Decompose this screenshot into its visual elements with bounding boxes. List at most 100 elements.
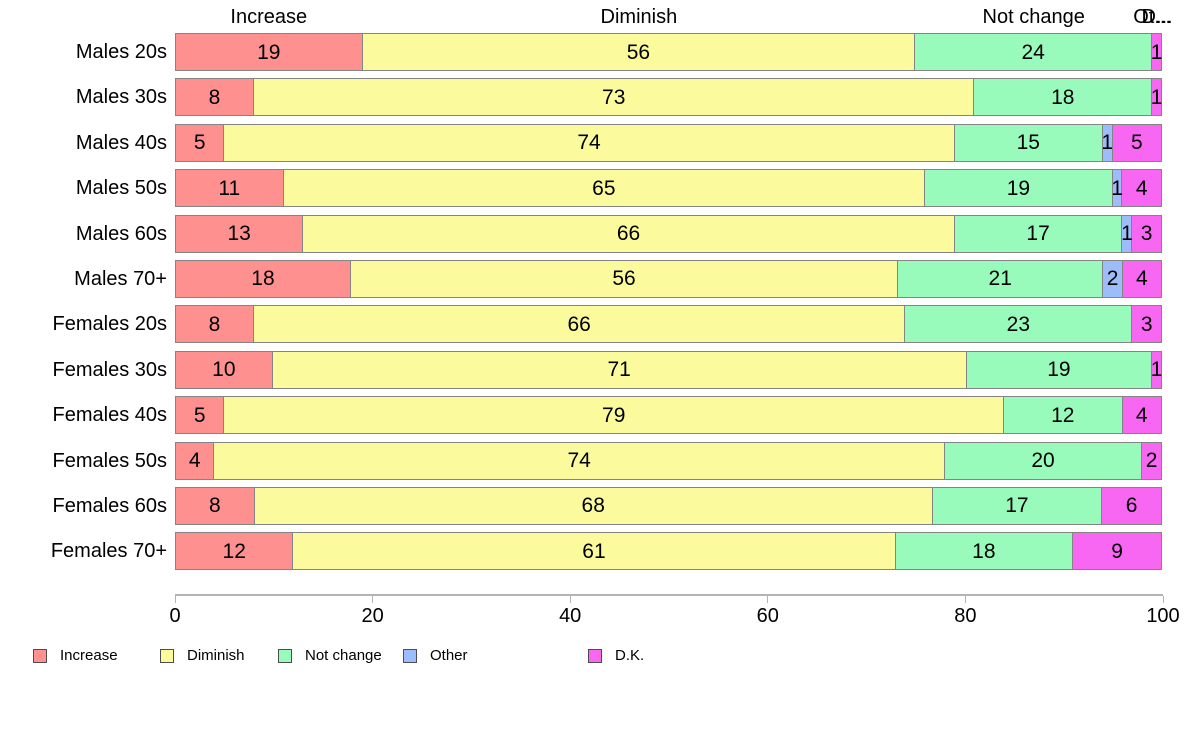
x-axis-tick (174, 596, 176, 603)
legend-item-other: Other (403, 647, 468, 664)
segment-value: 11 (218, 176, 241, 200)
legend-swatch-not-change-icon (278, 648, 292, 663)
segment-value: 19 (257, 40, 281, 64)
segment-d-k: 6 (1102, 486, 1162, 525)
segment-increase: 4 (175, 441, 215, 480)
legend-item-increase: Increase (33, 647, 118, 664)
category-label: Females 70+ (50, 540, 167, 563)
x-axis-tick-label: 80 (954, 605, 977, 627)
segment-value: 66 (616, 222, 641, 246)
segment-value: 17 (1005, 494, 1029, 518)
segment-diminish: 61 (293, 532, 896, 571)
segment-value: 18 (1051, 85, 1075, 109)
segment-other: 1 (1101, 123, 1113, 162)
category-label: Females 30s (52, 358, 168, 381)
segment-value: 21 (988, 267, 1012, 291)
chart-row: Females 70+ 12 61 18 9 (0, 532, 1188, 571)
segment-value: 12 (222, 539, 246, 563)
segment-other: 2 (1103, 259, 1123, 298)
segment-value: 56 (612, 267, 636, 291)
category-label: Females 50s (52, 449, 168, 472)
category-label: Females 20s (52, 313, 168, 336)
segment-not-change: 19 (966, 350, 1153, 389)
segment-value: 20 (1031, 449, 1055, 473)
segment-value: 65 (592, 176, 616, 200)
segment-increase: 11 (175, 169, 284, 208)
legend-item-not-change: Not change (278, 647, 382, 664)
category-label: Males 50s (75, 177, 167, 200)
segment-not-change: 23 (905, 305, 1133, 344)
segment-value: 24 (1021, 40, 1045, 64)
segment-value: 17 (1026, 222, 1050, 246)
segment-value: 74 (567, 449, 591, 473)
category-label: Females 40s (52, 404, 168, 427)
segment-diminish: 74 (214, 441, 945, 480)
legend-swatch-d-k-icon (588, 648, 602, 663)
segment-value: 74 (577, 131, 601, 155)
column-header-increase: Increase (230, 6, 308, 28)
chart-row: Males 20s 19 56 24 1 (0, 33, 1188, 71)
segment-value: 2 (1106, 267, 1119, 291)
bar-rows: Males 20s 19 56 24 1 Males 30s 8 73 18 1 Males 40s… (0, 33, 1188, 578)
segment-diminish: 65 (283, 169, 926, 208)
stacked-bar: 18 56 21 2 4 (175, 259, 1162, 298)
segment-value: 5 (193, 131, 206, 155)
segment-value: 19 (1047, 358, 1071, 382)
x-axis-tick-label: 0 (169, 605, 181, 627)
chart-row: Males 40s 5 74 15 1 5 (0, 123, 1188, 162)
segment-increase: 5 (175, 123, 225, 162)
x-axis-tick (372, 596, 374, 603)
segment-value: 8 (209, 494, 221, 518)
segment-increase: 12 (175, 532, 294, 571)
segment-diminish: 79 (224, 396, 1005, 435)
stacked-bar: 19 56 24 1 (175, 33, 1162, 71)
stacked-bar: 12 61 18 9 (175, 532, 1162, 571)
segment-d-k: 4 (1122, 396, 1162, 435)
segment-not-change: 24 (915, 33, 1153, 71)
segment-increase: 18 (175, 259, 351, 298)
category-label: Males 60s (75, 222, 167, 245)
chart-row: Females 50s 4 74 20 2 (0, 441, 1188, 480)
segment-value: 1 (1150, 85, 1163, 109)
x-axis-tick-label: 60 (756, 605, 779, 627)
segment-not-change: 18 (974, 78, 1153, 117)
segment-not-change: 17 (932, 486, 1103, 525)
stacked-bar: 4 74 20 2 (175, 441, 1162, 480)
segment-value: 13 (227, 222, 251, 246)
segment-not-change: 12 (1004, 396, 1123, 435)
category-label: Males 30s (75, 86, 167, 109)
segment-value: 18 (251, 267, 275, 291)
legend-label: D.K. (615, 647, 645, 664)
legend-swatch-other-icon (403, 648, 417, 663)
segment-other: 1 (1111, 169, 1123, 208)
segment-d-k: 1 (1151, 350, 1162, 389)
segment-value: 15 (1016, 131, 1040, 155)
segment-value: 9 (1111, 539, 1123, 563)
legend-label: Not change (305, 647, 382, 664)
segment-value: 10 (212, 358, 236, 382)
legend: Increase Diminish Not change Other D.K. (0, 647, 1188, 667)
segment-value: 3 (1140, 312, 1153, 336)
x-axis-tick (569, 596, 571, 603)
segment-diminish: 68 (254, 486, 933, 525)
column-header-diminish: Diminish (600, 6, 678, 28)
segment-diminish: 56 (350, 259, 899, 298)
x-axis: 0 20 40 60 80 100 (169, 594, 1180, 630)
stacked-bar: 10 71 19 1 (175, 350, 1162, 389)
segment-value: 68 (581, 494, 605, 518)
x-axis-tick (964, 596, 966, 603)
segment-value: 4 (1135, 403, 1148, 427)
segment-increase: 19 (175, 33, 363, 71)
legend-swatch-increase-icon (33, 648, 47, 663)
column-header-d-k: D... (1141, 6, 1173, 28)
segment-increase: 10 (175, 350, 273, 389)
legend-label: Other (430, 647, 468, 664)
x-axis-line (175, 594, 1163, 596)
legend-item-diminish: Diminish (160, 647, 245, 664)
segment-diminish: 71 (272, 350, 967, 389)
segment-value: 2 (1145, 449, 1158, 473)
segment-value: 66 (567, 312, 591, 336)
stacked-bar: 8 66 23 3 (175, 305, 1162, 344)
segment-value: 3 (1140, 222, 1153, 246)
